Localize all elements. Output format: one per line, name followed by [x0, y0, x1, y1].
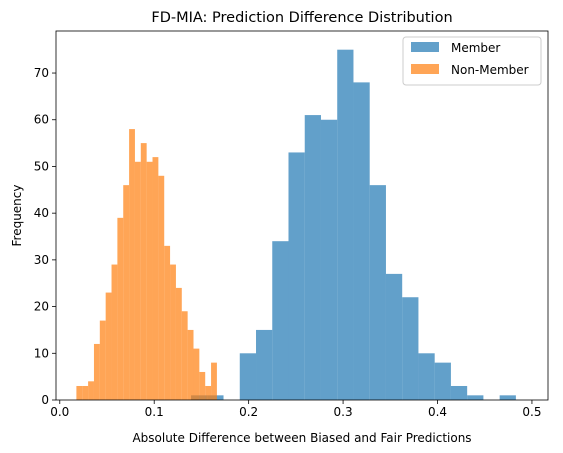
histogram-bar-non-member	[76, 385, 83, 400]
histogram-bar-member	[385, 273, 403, 400]
y-tick-label: 20	[34, 300, 49, 314]
x-tick-label: 0.2	[239, 405, 258, 419]
histogram-bar-member	[418, 353, 435, 400]
legend-label-non-member: Non-Member	[451, 63, 529, 77]
histogram-bar-member	[239, 353, 257, 400]
histogram-bar-non-member	[193, 348, 200, 400]
x-tick-label: 0.4	[428, 405, 447, 419]
histogram-bar-member	[353, 82, 370, 400]
histogram-bar-member	[402, 297, 419, 400]
y-tick-label: 30	[34, 253, 49, 267]
histogram-bar-non-member	[123, 185, 130, 400]
histogram-bar-member	[320, 119, 338, 401]
histogram-bar-non-member	[93, 343, 100, 400]
chart-title: FD-MIA: Prediction Difference Distributi…	[151, 10, 452, 26]
y-tick-label: 70	[34, 66, 49, 80]
histogram-bar-non-member	[158, 175, 165, 400]
x-axis-ticks: 0.0 0.1 0.2 0.3 0.4 0.5	[50, 400, 541, 419]
histogram-bar-member	[450, 385, 468, 400]
histogram-bar-non-member	[111, 264, 118, 400]
legend: Member Non-Member	[402, 36, 542, 86]
histogram-bar-member	[272, 241, 289, 400]
histogram-bar-non-member	[82, 385, 89, 400]
histogram-bar-non-member	[146, 161, 153, 400]
histogram-bar-member	[304, 115, 321, 400]
histogram-bar-member	[369, 185, 386, 400]
x-tick-label: 0.0	[50, 405, 69, 419]
histogram-bar-member	[434, 362, 451, 400]
y-axis-label: Frequency	[10, 185, 24, 247]
legend-swatch-member	[411, 42, 439, 52]
histogram-bar-non-member	[199, 371, 206, 400]
y-tick-label: 10	[34, 346, 49, 360]
histogram-bar-non-member	[164, 245, 171, 400]
histogram-bar-non-member	[134, 161, 141, 400]
x-tick-label: 0.5	[522, 405, 541, 419]
histogram-bar-non-member	[129, 129, 135, 400]
legend-swatch-non-member	[411, 64, 439, 74]
y-axis-ticks: 0 10 20 30 40 50 60 70	[34, 66, 56, 407]
y-tick-label: 0	[41, 393, 49, 407]
histogram-bar-non-member	[140, 143, 147, 401]
histogram-bar-non-member	[187, 329, 194, 400]
histogram-bar-member	[467, 395, 484, 400]
histogram-bar-member	[288, 152, 305, 400]
x-tick-label: 0.1	[145, 405, 164, 419]
y-tick-label: 40	[34, 206, 49, 220]
histogram-bar-member	[256, 329, 273, 400]
plot-frame	[55, 30, 549, 401]
histogram-bar-non-member	[99, 320, 106, 400]
histogram-bar-non-member	[88, 381, 94, 400]
histogram-bar-non-member	[205, 385, 212, 400]
histogram-bar-non-member	[175, 287, 182, 400]
histogram-bar-member	[337, 49, 354, 401]
legend-label-member: Member	[451, 41, 500, 55]
histogram-bar-non-member	[211, 362, 217, 400]
y-tick-label: 50	[34, 159, 49, 173]
histogram-bar-member	[499, 395, 516, 400]
histogram-bar-non-member	[117, 217, 124, 400]
histogram-bar-non-member	[105, 292, 112, 400]
x-axis-label: Absolute Difference between Biased and F…	[132, 431, 471, 445]
bars-layer	[76, 49, 516, 401]
histogram-bar-non-member	[181, 311, 188, 400]
x-tick-label: 0.3	[334, 405, 353, 419]
histogram-bar-non-member	[170, 264, 176, 400]
y-tick-label: 60	[34, 113, 49, 127]
histogram-bar-non-member	[152, 157, 159, 400]
